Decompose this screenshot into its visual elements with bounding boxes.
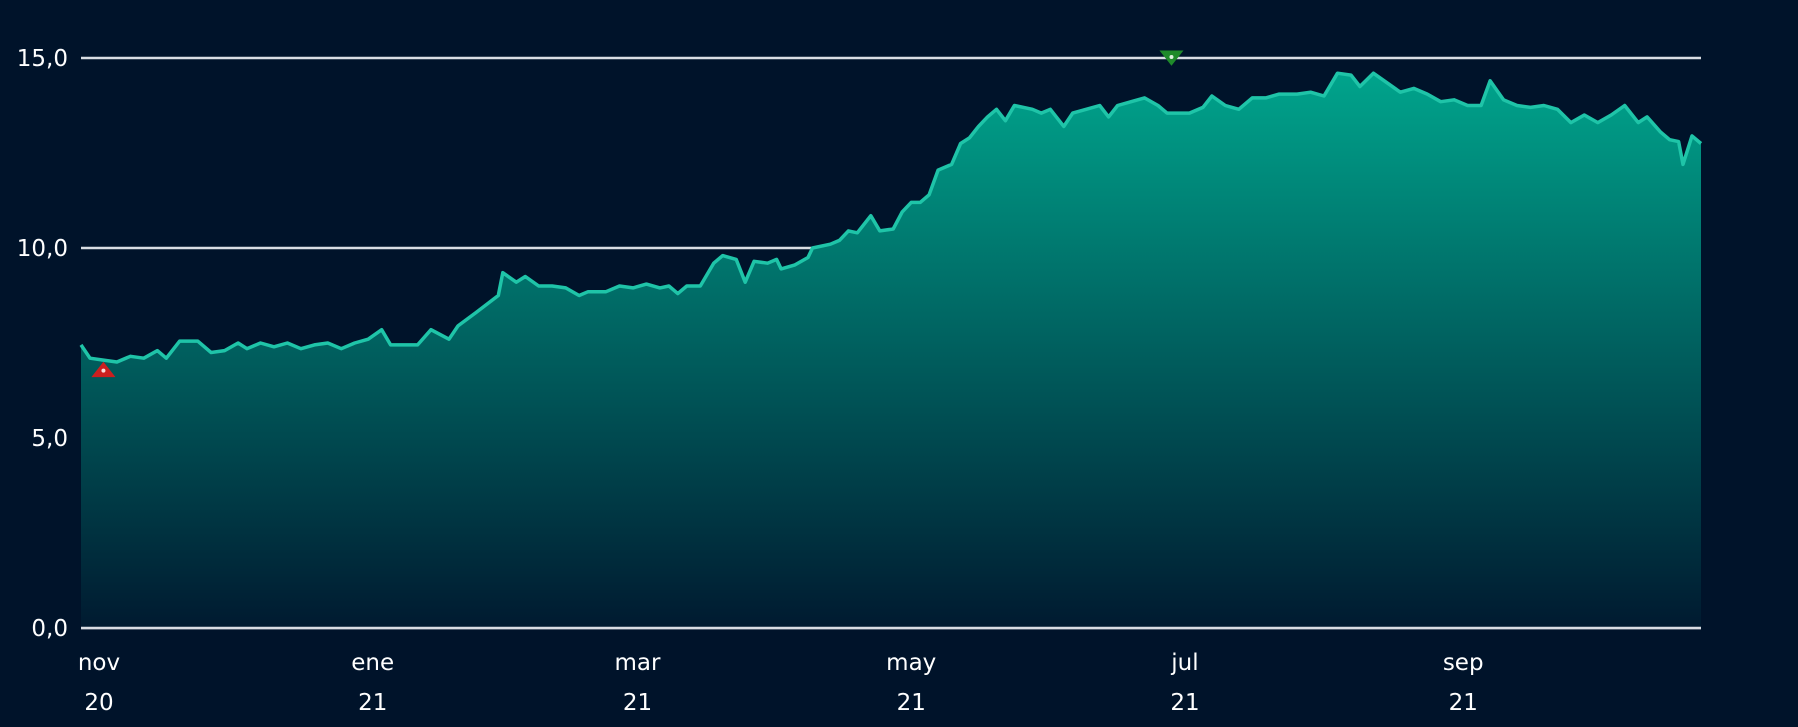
y-tick-label: 10,0 bbox=[17, 236, 68, 262]
max-marker-icon bbox=[1159, 50, 1184, 66]
x-tick-year-label: 21 bbox=[623, 690, 652, 716]
x-tick-month-label: mar bbox=[615, 650, 661, 676]
x-tick-year-label: 21 bbox=[358, 690, 387, 716]
series-area bbox=[79, 71, 1703, 630]
extreme-markers bbox=[91, 50, 1184, 378]
x-tick-month-label: may bbox=[886, 650, 936, 676]
x-tick-month-label: ene bbox=[351, 650, 394, 676]
x-tick-month-label: nov bbox=[78, 650, 120, 676]
x-axis-ticks: nov 20 ene 21 mar 21 may 21 jul 21 sep 21 bbox=[78, 650, 1484, 716]
y-axis-ticks: 0,0 5,0 10,0 15,0 bbox=[17, 46, 68, 642]
y-tick-label: 15,0 bbox=[17, 46, 68, 72]
x-tick-year-label: 20 bbox=[84, 690, 113, 716]
area-fill bbox=[81, 73, 1701, 628]
x-tick-month-label: jul bbox=[1170, 650, 1198, 676]
series-line bbox=[79, 71, 1703, 364]
y-tick-label: 5,0 bbox=[31, 426, 68, 452]
min-marker-icon bbox=[91, 361, 116, 378]
y-tick-label: 0,0 bbox=[31, 616, 68, 642]
x-tick-month-label: sep bbox=[1443, 650, 1484, 676]
x-tick-year-label: 21 bbox=[1449, 690, 1478, 716]
x-tick-year-label: 21 bbox=[1170, 690, 1199, 716]
x-tick-year-label: 21 bbox=[897, 690, 926, 716]
